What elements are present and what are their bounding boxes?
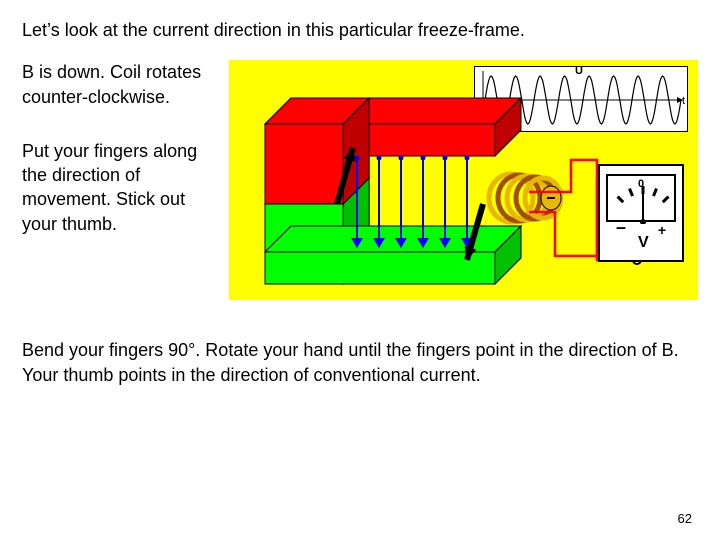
meter-zero: 0	[638, 178, 644, 190]
intro-text: Let’s look at the current direction in t…	[22, 18, 698, 42]
conclude-text: Bend your fingers 90°. Rotate your hand …	[22, 338, 698, 387]
meter-plus: +	[658, 222, 666, 238]
generator-diagram: U t 0 V – +	[229, 60, 698, 300]
fingers-text: Put your fingers along the direction of …	[22, 139, 215, 236]
voltmeter-face: 0	[606, 174, 676, 222]
meter-v: V	[638, 234, 649, 252]
page-number: 62	[678, 511, 692, 526]
voltmeter: 0 V – +	[598, 164, 684, 262]
meter-minus: –	[616, 217, 626, 238]
b-down-text: B is down. Coil rotates counter-clockwis…	[22, 60, 215, 109]
